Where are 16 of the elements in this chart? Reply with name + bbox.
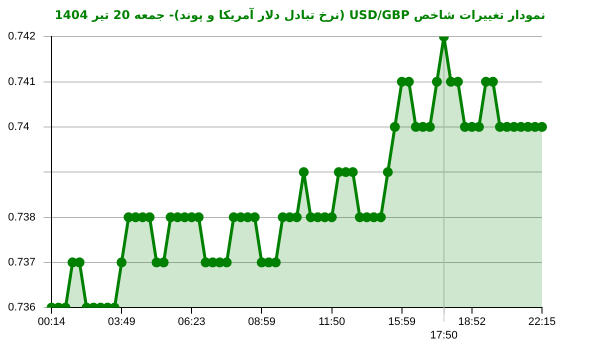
y-tick-label: 0.736 (8, 302, 36, 314)
y-tick-label: 0.742 (8, 30, 36, 43)
x-tick-label: 00:14 (38, 316, 66, 328)
x-tick-label: 03:49 (108, 316, 136, 328)
y-tick-label: 0.74 (8, 120, 30, 133)
x-tick-label: 06:23 (178, 316, 206, 328)
x-tick-label: 17:50 (430, 329, 458, 342)
x-tick-label: 22:15 (528, 316, 556, 328)
y-tick-label: 0.738 (8, 211, 36, 224)
x-tick-label: 18:52 (458, 316, 486, 328)
chart-title: نمودار تغییرات شاخص USD/GBP (نرخ تبادل دلار آمریکا و پوند)- جمعه 20 تیر 1404 (54, 8, 546, 24)
x-tick-label: 11:50 (318, 316, 346, 328)
x-tick-label: 15:59 (388, 316, 416, 328)
y-tick-label: 0.741 (8, 76, 36, 88)
x-tick-label: 08:59 (248, 316, 276, 328)
y-tick-label: 0.737 (8, 256, 36, 268)
